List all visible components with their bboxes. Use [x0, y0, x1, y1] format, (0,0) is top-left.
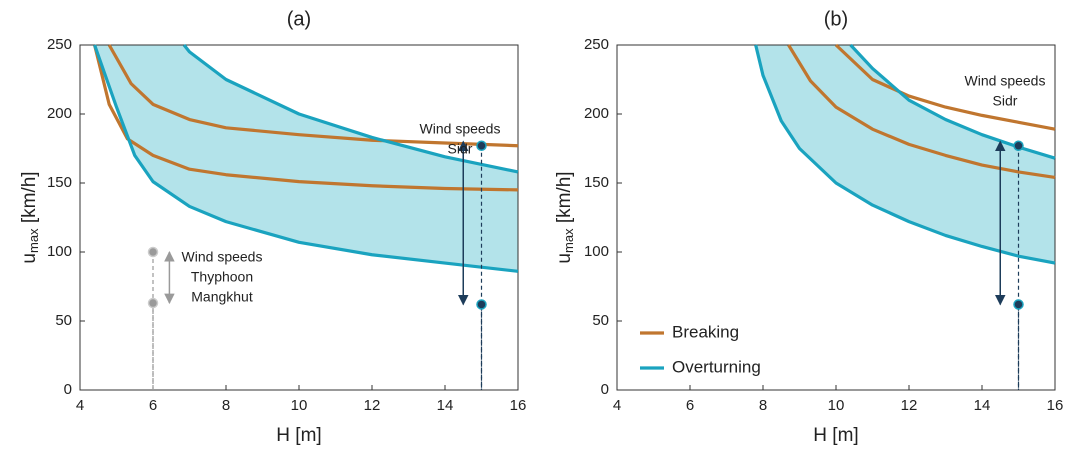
y-axis-label-sub: max	[26, 228, 41, 253]
y-axis-label-main: u	[19, 253, 40, 264]
marker	[1013, 140, 1024, 151]
fill-area	[94, 45, 518, 272]
y-tick-label: 250	[584, 36, 609, 53]
x-tick-label: 6	[149, 397, 157, 414]
chart-title: (b)	[824, 8, 848, 30]
y-axis-label-main: u	[554, 253, 575, 264]
x-tick-label: 12	[901, 397, 918, 414]
marker	[147, 246, 159, 258]
y-tick-label: 100	[47, 243, 72, 260]
chart-title: (a)	[287, 8, 311, 30]
annotation: Thyphoon	[191, 269, 253, 285]
marker	[147, 297, 159, 309]
x-tick-label: 14	[437, 397, 454, 414]
y-axis-label-sub: max	[561, 228, 576, 253]
x-tick-label: 6	[686, 397, 694, 414]
x-axis-label: H [m]	[813, 425, 858, 446]
y-tick-label: 150	[584, 174, 609, 191]
y-tick-label: 0	[601, 381, 609, 398]
x-tick-label: 8	[759, 397, 767, 414]
x-tick-label: 4	[76, 397, 84, 414]
annotation: Wind speeds	[965, 73, 1046, 89]
y-tick-label: 0	[64, 381, 72, 398]
y-axis-label-unit: [km/h]	[554, 171, 575, 228]
y-tick-label: 50	[55, 312, 72, 329]
y-tick-label: 200	[584, 105, 609, 122]
y-axis-label: umax [km/h]	[554, 171, 576, 263]
line-series	[107, 44, 519, 148]
line-series	[93, 44, 519, 192]
x-tick-label: 10	[291, 397, 308, 414]
y-tick-label: 100	[584, 243, 609, 260]
y-tick-label: 150	[47, 174, 72, 191]
annotation: Mangkhut	[191, 289, 253, 305]
x-tick-label: 14	[974, 397, 991, 414]
y-axis-label-unit: [km/h]	[19, 171, 40, 228]
y-tick-label: 200	[47, 105, 72, 122]
line-series	[754, 44, 1056, 265]
x-tick-label: 4	[613, 397, 621, 414]
annotation: Sidr	[993, 93, 1018, 109]
line-series	[93, 44, 519, 273]
annotation: Sidr	[448, 141, 473, 157]
x-tick-label: 8	[222, 397, 230, 414]
x-axis-label: H [m]	[276, 425, 321, 446]
y-axis-label: umax [km/h]	[19, 171, 41, 263]
line-series	[182, 44, 519, 174]
line-series	[834, 43, 1056, 131]
line-series	[787, 44, 1056, 180]
x-tick-label: 16	[1047, 397, 1064, 414]
annotation: Wind speeds	[420, 121, 501, 137]
marker	[476, 299, 487, 310]
y-tick-label: 50	[592, 312, 609, 329]
marker	[476, 140, 487, 151]
x-tick-label: 10	[828, 397, 845, 414]
legend-label: Overturning	[672, 357, 761, 376]
x-tick-label: 12	[364, 397, 381, 414]
y-tick-label: 250	[47, 36, 72, 53]
marker	[1013, 299, 1024, 310]
legend-label: Breaking	[672, 322, 739, 341]
annotation: Wind speeds	[182, 249, 263, 265]
x-tick-label: 16	[510, 397, 527, 414]
